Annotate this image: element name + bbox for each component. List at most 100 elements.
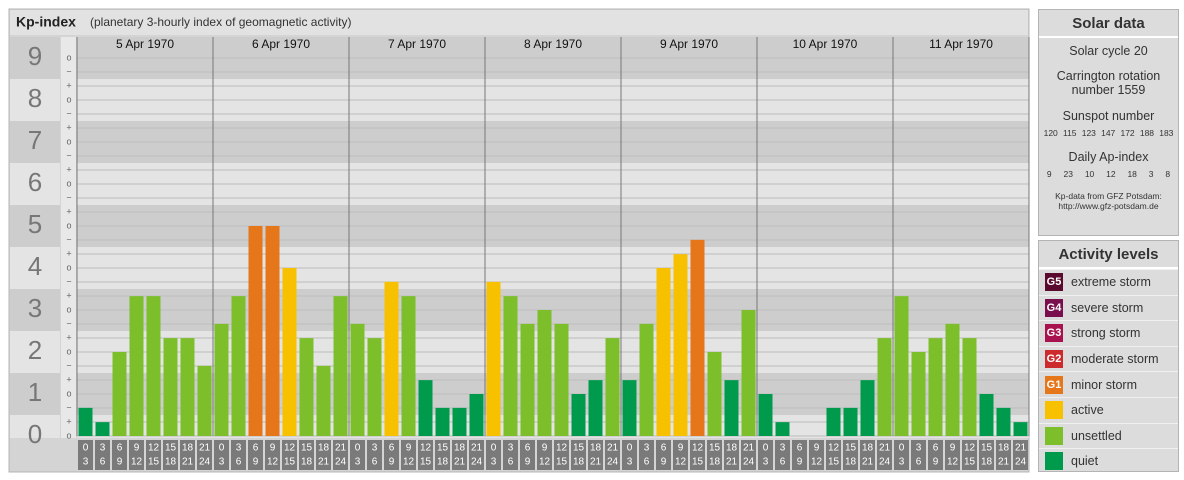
ap-value: 18 <box>1127 169 1137 179</box>
hour-start: 12 <box>556 443 568 454</box>
hour-start: 9 <box>542 443 548 454</box>
axis-band <box>10 205 60 247</box>
bar <box>1013 422 1028 436</box>
hour-start: 3 <box>100 443 106 454</box>
hour-end: 24 <box>607 457 619 468</box>
bar <box>894 296 909 436</box>
sunspot-value: 115 <box>1062 128 1077 138</box>
hour-box <box>775 440 790 470</box>
minor-label: + <box>66 164 71 174</box>
hour-box <box>996 440 1011 470</box>
hour-start: 18 <box>998 443 1010 454</box>
hour-start: 0 <box>219 443 225 454</box>
hour-end: 18 <box>573 457 585 468</box>
level-label: unsettled <box>1071 428 1122 443</box>
level-badge: G3 <box>1046 327 1062 340</box>
hour-end: 15 <box>148 457 160 468</box>
hour-box <box>316 440 331 470</box>
bar <box>367 338 382 436</box>
level-badge: G2 <box>1046 353 1062 366</box>
hour-start: 0 <box>627 443 633 454</box>
hour-box <box>860 440 875 470</box>
bar <box>248 226 263 436</box>
ap-title: Daily Ap-index <box>1068 150 1149 164</box>
hour-start: 15 <box>845 443 857 454</box>
minor-label: − <box>66 360 71 370</box>
axis-band <box>10 121 60 163</box>
levels-panel: Activity levels G5 extreme storm G4 severe … <box>1038 240 1179 472</box>
chart: Kp-index (planetary 3-hourly index of ge… <box>8 8 1030 473</box>
hour-start: 6 <box>797 443 803 454</box>
hour-box <box>299 440 314 470</box>
minor-label: o <box>66 346 71 356</box>
hour-box <box>503 440 518 470</box>
bar <box>316 365 331 436</box>
hour-box <box>146 440 161 470</box>
solar-title: Solar data <box>1039 10 1178 38</box>
level-label: strong storm <box>1071 326 1141 341</box>
hour-start: 6 <box>117 443 123 454</box>
hour-end: 9 <box>525 457 531 468</box>
bar <box>996 407 1011 436</box>
hour-end: 3 <box>491 457 497 468</box>
y-tick-label: 8 <box>28 83 42 113</box>
minor-band <box>61 289 76 331</box>
hour-box <box>588 440 603 470</box>
hour-box <box>656 440 671 470</box>
hour-box <box>826 440 841 470</box>
hour-start: 21 <box>607 443 619 454</box>
hour-start: 21 <box>1015 443 1027 454</box>
hour-end: 12 <box>675 457 687 468</box>
hour-box <box>520 440 535 470</box>
hour-box <box>1013 440 1028 470</box>
hour-start: 0 <box>355 443 361 454</box>
level-swatch: G3 <box>1045 324 1063 343</box>
hour-box <box>418 440 433 470</box>
minor-band <box>61 373 76 415</box>
hour-box <box>792 440 807 470</box>
hour-start: 3 <box>644 443 650 454</box>
y-tick-label: 7 <box>28 125 42 155</box>
solar-cycle: Solar cycle 20 <box>1069 44 1148 58</box>
level-item: G3 strong storm <box>1039 320 1178 346</box>
bar <box>503 296 518 436</box>
hour-start: 3 <box>508 443 514 454</box>
hour-box <box>741 440 756 470</box>
hour-start: 3 <box>236 443 242 454</box>
axis-band <box>10 373 60 415</box>
minor-label: o <box>66 136 71 146</box>
bar <box>877 338 892 436</box>
bar <box>860 380 875 436</box>
hour-end: 21 <box>454 457 466 468</box>
bar <box>78 407 93 436</box>
level-label: severe storm <box>1071 300 1144 315</box>
bar <box>775 422 790 436</box>
bar <box>962 338 977 436</box>
bar <box>435 407 450 436</box>
hour-box <box>554 440 569 470</box>
bar <box>605 338 620 436</box>
minor-label: o <box>66 52 71 62</box>
y-tick-label: 1 <box>28 377 42 407</box>
hour-end: 21 <box>726 457 738 468</box>
hour-start: 9 <box>950 443 956 454</box>
title-bar <box>10 10 1028 35</box>
bar <box>214 323 229 436</box>
minor-label: o <box>66 220 71 230</box>
hour-end: 15 <box>420 457 432 468</box>
hour-start: 21 <box>199 443 211 454</box>
hour-start: 6 <box>389 443 395 454</box>
ap-value: 23 <box>1063 169 1073 179</box>
band <box>77 415 1029 438</box>
minor-label: + <box>66 374 71 384</box>
sunspot-value: 123 <box>1081 128 1096 138</box>
hour-start: 21 <box>879 443 891 454</box>
hour-box <box>639 440 654 470</box>
hour-box <box>95 440 110 470</box>
bar <box>401 296 416 436</box>
levels-title: Activity levels <box>1039 241 1178 269</box>
level-swatch <box>1045 452 1063 471</box>
hour-end: 12 <box>811 457 823 468</box>
axis-band <box>10 331 60 373</box>
level-label: moderate storm <box>1071 352 1159 367</box>
